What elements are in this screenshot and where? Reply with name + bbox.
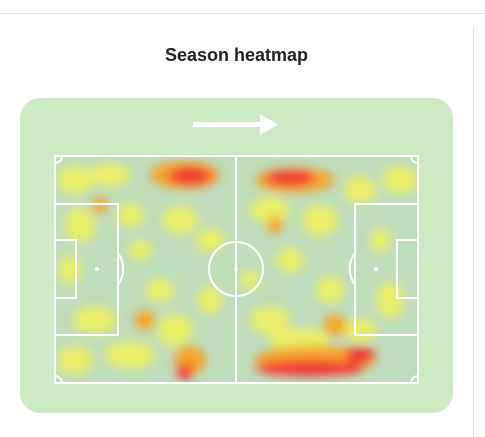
pitch-shape <box>323 315 347 335</box>
pitch-shape <box>146 278 174 302</box>
pitch-shape <box>396 239 419 299</box>
pitch-shape <box>135 310 155 330</box>
pitch-shape <box>168 167 375 380</box>
pitch-shape <box>250 196 290 224</box>
title: Season heatmap <box>164 45 309 65</box>
pitch-shape <box>95 267 99 271</box>
pitch-shape <box>410 155 419 164</box>
pitch-shape <box>58 256 82 284</box>
pitch-shape <box>196 228 224 252</box>
pitch-shape <box>128 240 152 260</box>
pitch-shape <box>382 166 418 194</box>
pitch-shape <box>240 270 260 290</box>
divider <box>473 26 474 437</box>
pitch-shape <box>105 341 155 369</box>
pitch-shape <box>344 176 376 204</box>
heat <box>57 161 418 380</box>
pitch-shape <box>117 252 125 286</box>
pitch-shape <box>157 314 193 346</box>
pitch-shape <box>54 239 77 299</box>
pitch-shape <box>370 228 390 252</box>
pitch-shape <box>276 248 304 272</box>
pitch-shape <box>344 318 376 342</box>
heatmap-card <box>20 98 453 413</box>
pitch-lines <box>54 155 419 384</box>
pitch-shape <box>54 155 63 164</box>
pitch-shape <box>116 203 144 227</box>
pitch-shape <box>208 241 264 297</box>
pitch-shape <box>345 347 375 363</box>
pitch-shape <box>260 114 278 135</box>
pitch-shape <box>374 267 378 271</box>
pitch-shape <box>57 346 93 374</box>
pitch-shape <box>193 122 263 127</box>
direction-arrow <box>193 114 278 135</box>
pitch-shape <box>198 286 222 314</box>
pitch-shape <box>250 306 290 334</box>
pitch-shape <box>57 163 418 374</box>
pitch-shape <box>234 267 238 271</box>
pitch-shape <box>265 170 315 186</box>
pitch-shape <box>162 206 198 234</box>
pitch-shape <box>90 163 130 187</box>
pitch-shape <box>177 364 193 380</box>
pitch-shape <box>316 276 344 304</box>
divider <box>0 13 485 14</box>
pitch-shape <box>348 252 356 286</box>
pitch-shape <box>376 282 404 318</box>
pitch-shape <box>302 204 338 236</box>
pitch-spots <box>95 267 378 271</box>
pitch-shape <box>57 166 93 194</box>
pitch-shape <box>54 375 63 384</box>
pitch-shape <box>73 306 117 334</box>
pitch-shape <box>255 360 365 376</box>
pitch-shape <box>168 167 212 185</box>
pitch-shape <box>267 217 283 233</box>
pitch-shape <box>410 375 419 384</box>
pitch-shape <box>65 207 95 243</box>
